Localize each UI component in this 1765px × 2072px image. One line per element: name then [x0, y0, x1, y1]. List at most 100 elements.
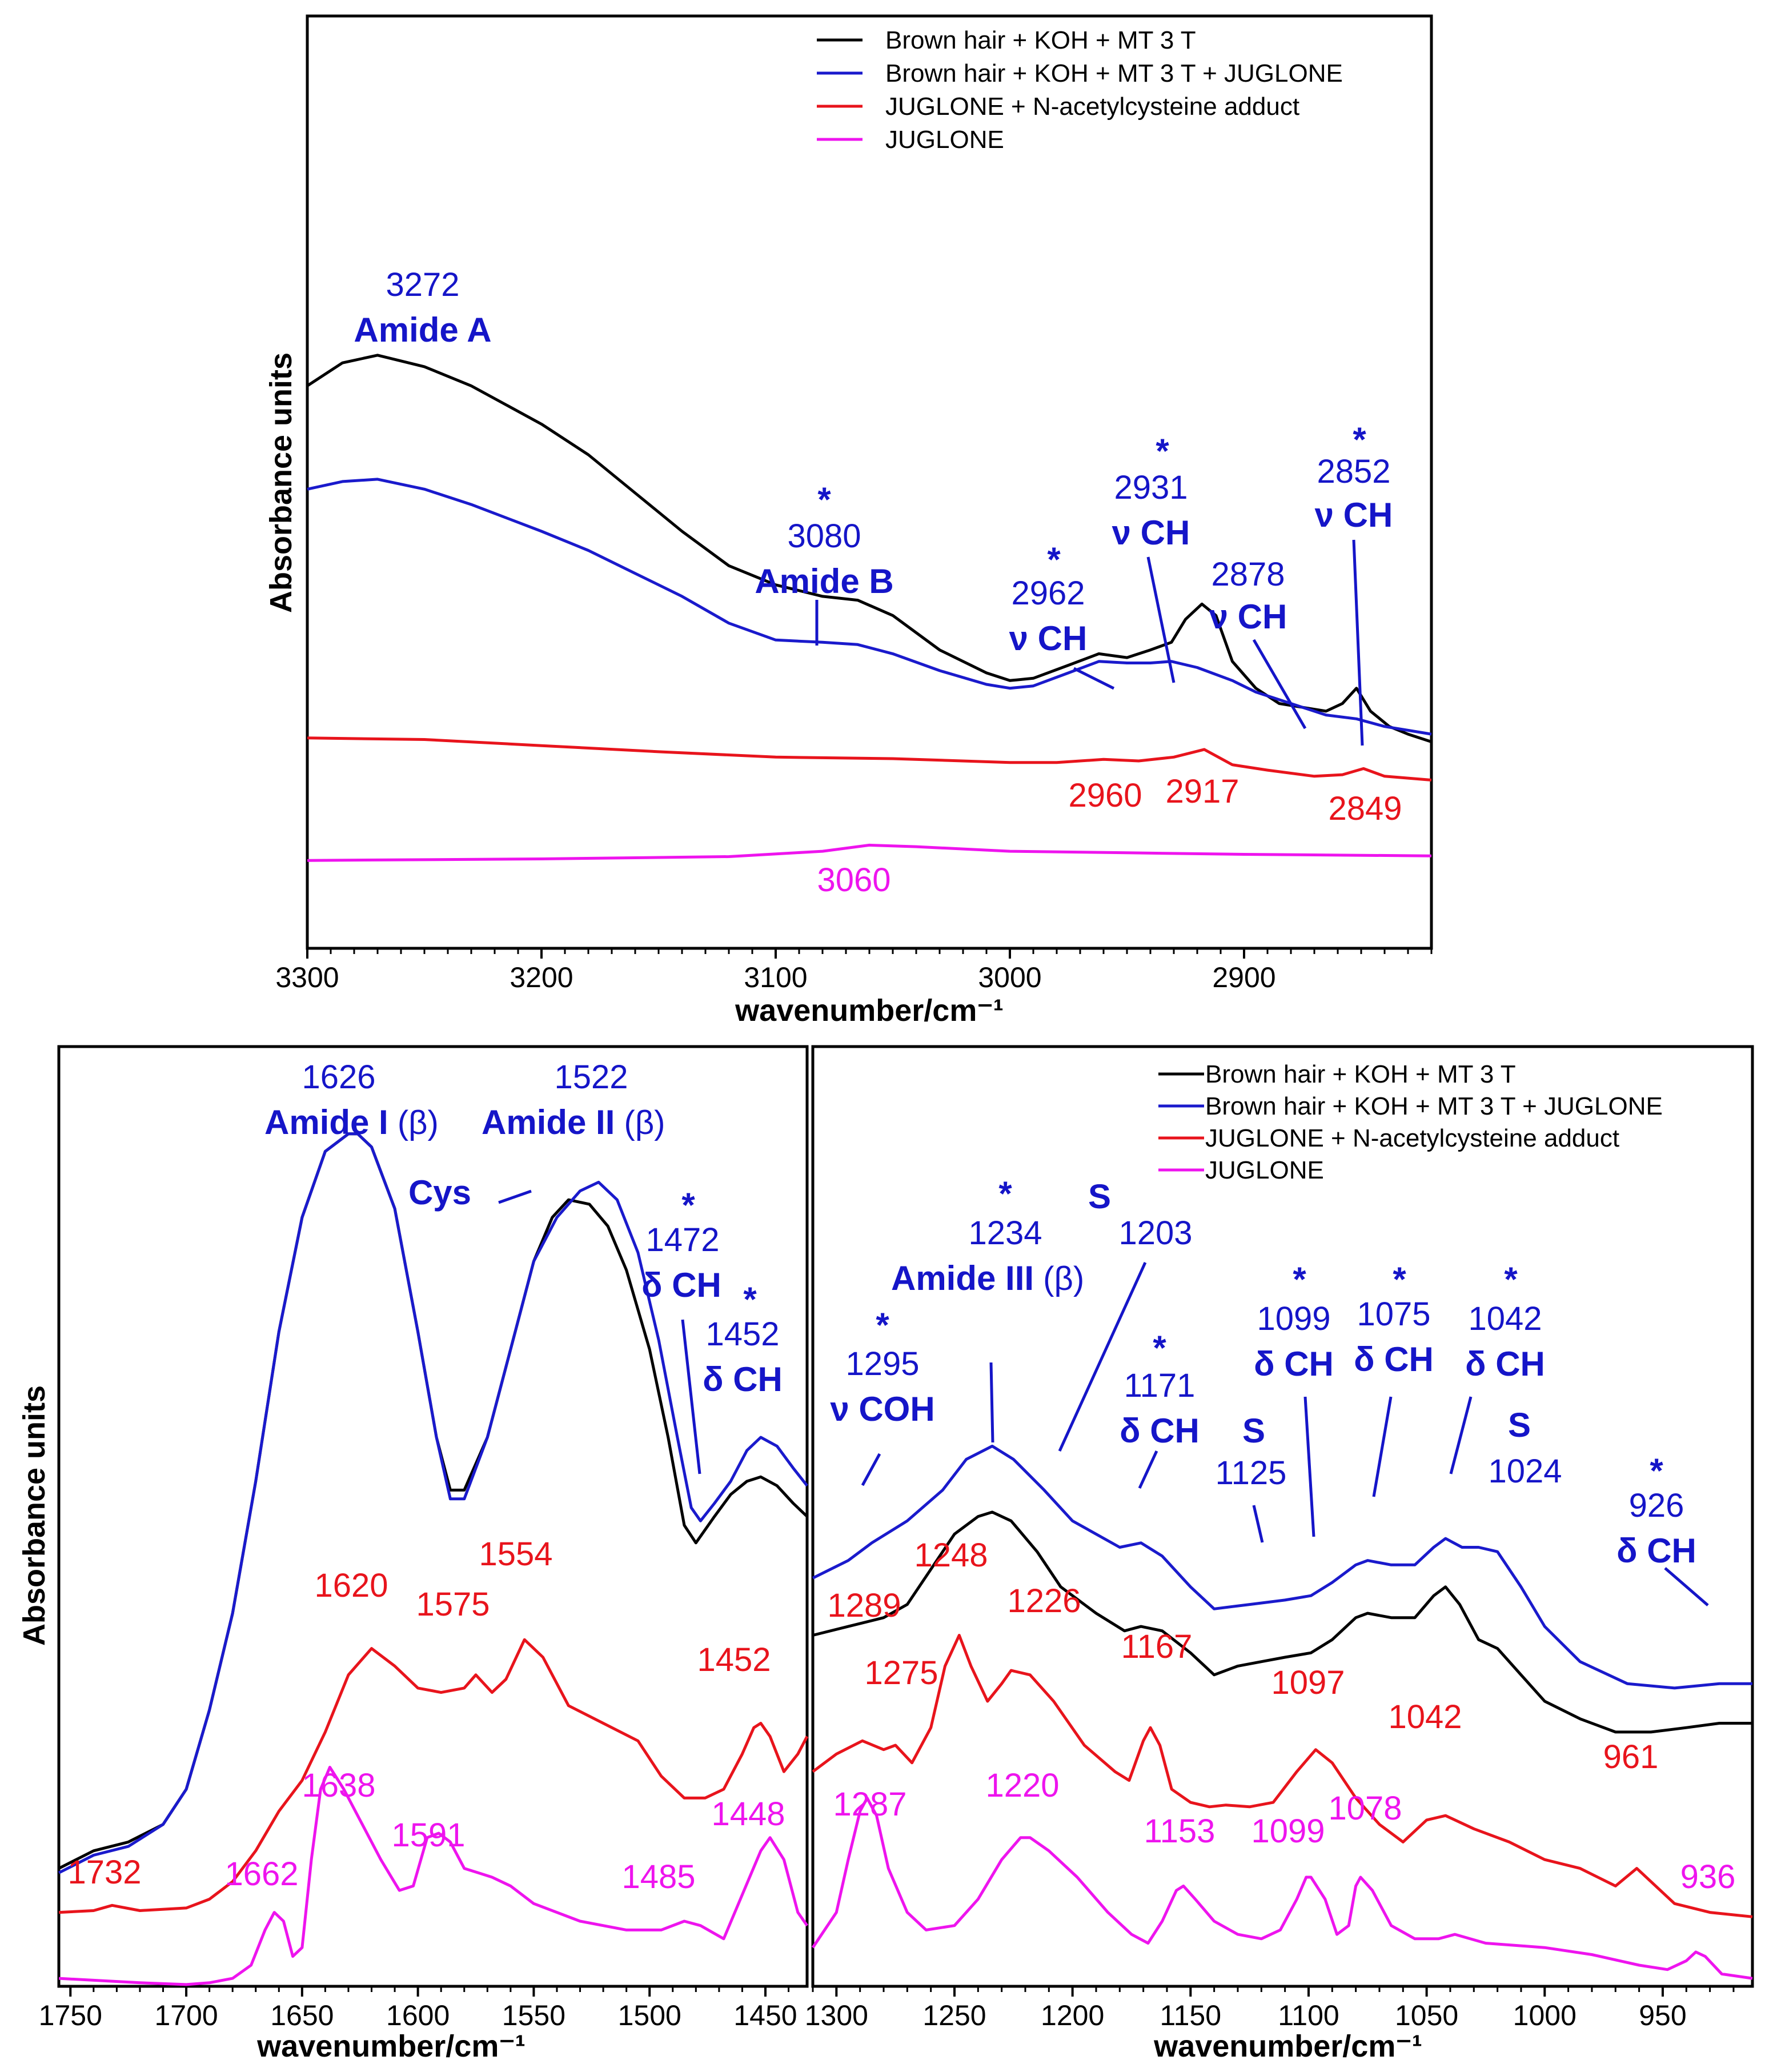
top-series-layer — [306, 354, 1432, 862]
top-legend: Brown hair + KOH + MT 3 T Brown hair + K… — [817, 26, 1343, 154]
bottom-left-series-juglone — [58, 1766, 809, 1986]
ann-amide-i-label: Amide I — [264, 1103, 388, 1141]
bottom-right-series-juglone — [811, 1796, 1753, 1980]
ann-1099-mode: δ CH — [1254, 1345, 1334, 1383]
ann-1042-mode: δ CH — [1465, 1345, 1545, 1383]
leader-1472 — [681, 1319, 701, 1474]
right-legend-label-2: Brown hair + KOH + MT 3 T + JUGLONE — [1205, 1092, 1663, 1120]
ann-2962-mode: ν CH — [1009, 619, 1088, 658]
ann-2852: 2852 — [1317, 453, 1390, 490]
right-series-layer — [811, 1444, 1753, 1980]
ann-926: 926 — [1629, 1487, 1684, 1524]
ann-red-1248: 1248 — [914, 1537, 988, 1574]
ann-star-926: * — [1650, 1452, 1663, 1490]
right-legend-label-4: JUGLONE — [1205, 1156, 1324, 1184]
ann-1522: 1522 — [554, 1059, 628, 1096]
ann-amide-b: Amide B — [755, 562, 893, 600]
ann-amide-iii-beta: (β) — [1034, 1260, 1084, 1297]
leader-2931 — [1146, 556, 1176, 683]
bottom-left-x-tick-label-1550: 1550 — [502, 1999, 565, 2031]
left-tick-layer: 1750 1700 1650 1600 1550 1500 1450 — [39, 1986, 797, 2031]
bottom-right-series-brown-hair-koh-mt-3-t-juglone — [812, 1444, 1752, 1690]
ann-amide-iii-label: Amide III — [891, 1259, 1034, 1297]
ann-1295-mode: ν COH — [830, 1390, 934, 1428]
ann-amide-i-beta: (β) — [388, 1104, 439, 1141]
ann-red-1575: 1575 — [416, 1586, 490, 1623]
left-annotations: 1626 1522 Amide I (β) Amide II (β) Cys *… — [67, 1059, 785, 1895]
ann-1125: 1125 — [1216, 1454, 1287, 1492]
ann-926-mode: δ CH — [1616, 1532, 1696, 1570]
top-series-juglone-n-acetylcysteine-adduct — [307, 736, 1432, 781]
leader-cys — [498, 1189, 532, 1204]
ann-star-1295: * — [876, 1306, 889, 1344]
right-leader-lines — [861, 1261, 1709, 1606]
top-x-axis-title: wavenumber/cm⁻¹ — [735, 993, 1004, 1028]
top-legend-label-1: Brown hair + KOH + MT 3 T — [885, 26, 1196, 54]
ann-1203: 1203 — [1118, 1215, 1192, 1252]
right-tick-layer: 1300 1250 1200 1150 1100 1050 1000 950 — [805, 1986, 1735, 2031]
ann-2852-mode: ν CH — [1315, 496, 1393, 534]
ann-cys: Cys — [408, 1173, 471, 1212]
ann-magenta-1153: 1153 — [1144, 1813, 1216, 1850]
ann-amide-a: Amide A — [354, 311, 491, 349]
leader-1295 — [861, 1453, 881, 1486]
ann-magenta-3060: 3060 — [817, 861, 890, 899]
ann-magenta-1638: 1638 — [302, 1767, 375, 1804]
ann-2962: 2962 — [1011, 575, 1085, 612]
ann-star-1472: * — [681, 1186, 695, 1224]
bottom-right-x-tick-label-950: 950 — [1639, 1999, 1686, 2031]
right-x-axis-title: wavenumber/cm⁻¹ — [1153, 2029, 1422, 2063]
ann-magenta-1078: 1078 — [1328, 1790, 1402, 1827]
ann-magenta-1448: 1448 — [711, 1796, 785, 1833]
ann-red-1167: 1167 — [1121, 1628, 1193, 1665]
top-tick-layer: 3300 3200 3100 3000 2900 — [275, 948, 1433, 993]
ann-1295: 1295 — [845, 1345, 919, 1382]
top-legend-label-4: JUGLONE — [885, 126, 1004, 154]
top-y-axis-title: Absorbance units — [264, 352, 298, 613]
bottom-right-x-tick-label-1200: 1200 — [1041, 1999, 1104, 2031]
ann-red-2960: 2960 — [1068, 777, 1142, 814]
ann-2931-mode: ν CH — [1112, 514, 1190, 552]
ann-magenta-1485: 1485 — [621, 1858, 695, 1895]
ann-magenta-936: 936 — [1680, 1858, 1736, 1895]
bottom-left-x-tick-label-1750: 1750 — [39, 1999, 102, 2031]
right-plot-frame — [811, 1045, 1754, 1988]
leader-1099 — [1303, 1396, 1315, 1537]
ann-amide-ii: Amide II (β) — [482, 1103, 665, 1141]
ann-1024: 1024 — [1488, 1453, 1562, 1490]
leader-926 — [1664, 1567, 1709, 1606]
top-annotations: 3272 Amide A * 3080 Amide B * 2962 ν CH … — [354, 266, 1402, 899]
ann-1075-mode: δ CH — [1354, 1340, 1434, 1378]
leader-1234 — [989, 1362, 994, 1443]
ann-red-2917: 2917 — [1165, 773, 1239, 810]
ann-magenta-1591: 1591 — [391, 1817, 465, 1854]
bottom-left-x-tick-label-1700: 1700 — [154, 1999, 218, 2031]
ann-amide-iii: Amide III (β) — [891, 1259, 1084, 1297]
ann-1171-mode: δ CH — [1120, 1412, 1200, 1450]
right-legend-label-3: JUGLONE + N-acetylcysteine adduct — [1205, 1124, 1619, 1152]
ann-magenta-1220: 1220 — [985, 1767, 1059, 1804]
bottom-left-x-tick-label-1600: 1600 — [386, 1999, 450, 2031]
bottom-right-x-tick-label-1000: 1000 — [1513, 1999, 1577, 2031]
ann-star-3080: * — [817, 480, 831, 519]
bottom-right-series-brown-hair-koh-mt-3-t — [812, 1510, 1752, 1734]
bottom-left-series-juglone-n-acetylcysteine-adduct — [58, 1638, 809, 1914]
ann-1075: 1075 — [1357, 1296, 1430, 1333]
bottom-right-panel: 1300 1250 1200 1150 1100 1050 1000 950 Brown ha… — [805, 1045, 1754, 2063]
ann-amide-ii-beta: (β) — [615, 1104, 665, 1141]
ann-red-1226: 1226 — [1007, 1582, 1081, 1620]
ann-red-1452: 1452 — [697, 1641, 771, 1678]
ann-star-1042: * — [1504, 1260, 1518, 1298]
ann-red-1289: 1289 — [827, 1587, 901, 1624]
ann-magenta-1662: 1662 — [224, 1855, 298, 1893]
top-x-tick-label-3200: 3200 — [510, 961, 573, 993]
top-x-tick-label-3000: 3000 — [978, 961, 1041, 993]
bottom-right-x-tick-label-1300: 1300 — [805, 1999, 868, 2031]
ann-star-1099: * — [1293, 1260, 1306, 1298]
ann-star-1075: * — [1393, 1260, 1406, 1298]
top-legend-label-2: Brown hair + KOH + MT 3 T + JUGLONE — [885, 59, 1343, 87]
top-x-tick-label-3100: 3100 — [744, 961, 807, 993]
bottom-left-series-brown-hair-koh-mt-3-t-juglone — [58, 1132, 808, 1874]
